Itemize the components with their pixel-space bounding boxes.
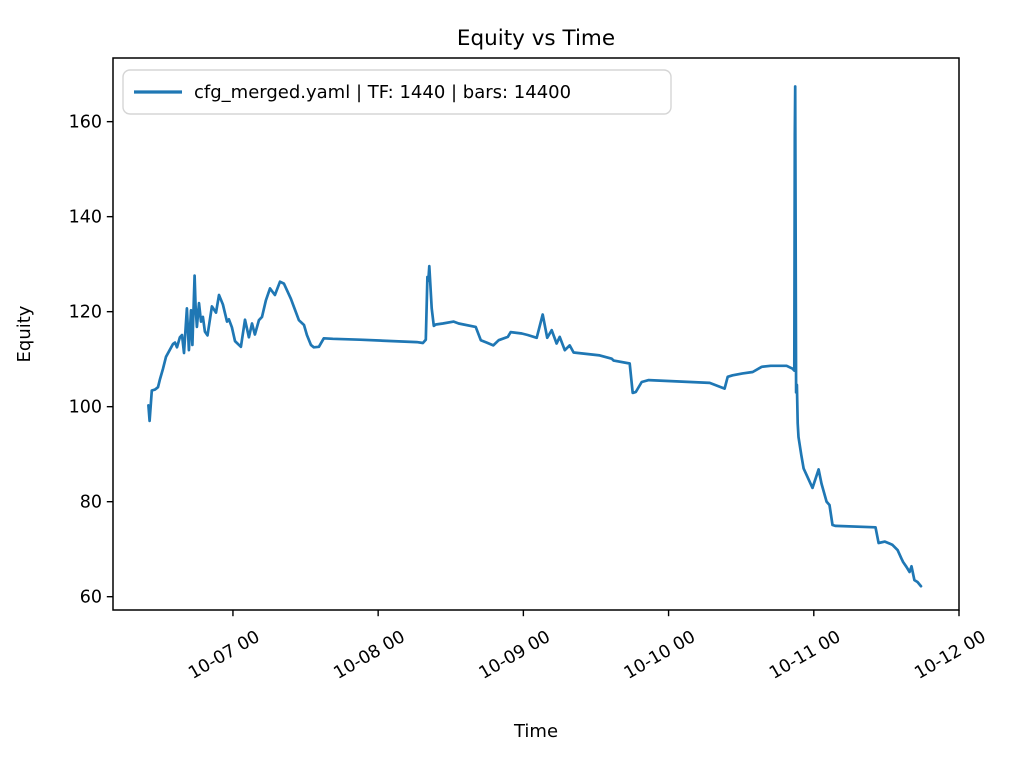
y-tick-label: 60 — [80, 588, 102, 608]
x-tick-label: 10-12 00 — [911, 627, 989, 684]
y-tick-label: 80 — [80, 493, 102, 513]
x-tick-label: 10-09 00 — [476, 627, 554, 684]
y-tick-label: 100 — [69, 398, 102, 418]
legend-label: cfg_merged.yaml | TF: 1440 | bars: 14400 — [194, 82, 571, 103]
y-axis-label: Equity — [14, 305, 35, 362]
axes-spines — [112, 57, 960, 611]
legend-box — [122, 69, 672, 115]
x-tick-label: 10-07 00 — [185, 627, 263, 684]
chart-title: Equity vs Time — [457, 26, 615, 51]
legend: cfg_merged.yaml | TF: 1440 | bars: 14400 — [122, 69, 672, 115]
y-tick-label: 160 — [69, 113, 102, 133]
x-tick-label: 10-11 00 — [766, 627, 844, 684]
plot-area: 60 80 100 120 140 160 10-07 00 10-08 00 10-09 00… — [69, 57, 990, 684]
x-tick-label: 10-08 00 — [331, 627, 409, 684]
x-axis-label: Time — [513, 721, 558, 742]
y-tick-label: 140 — [69, 208, 102, 228]
x-tick-label: 10-10 00 — [621, 627, 699, 684]
y-tick-label: 120 — [69, 303, 102, 323]
equity-line — [147, 85, 923, 588]
